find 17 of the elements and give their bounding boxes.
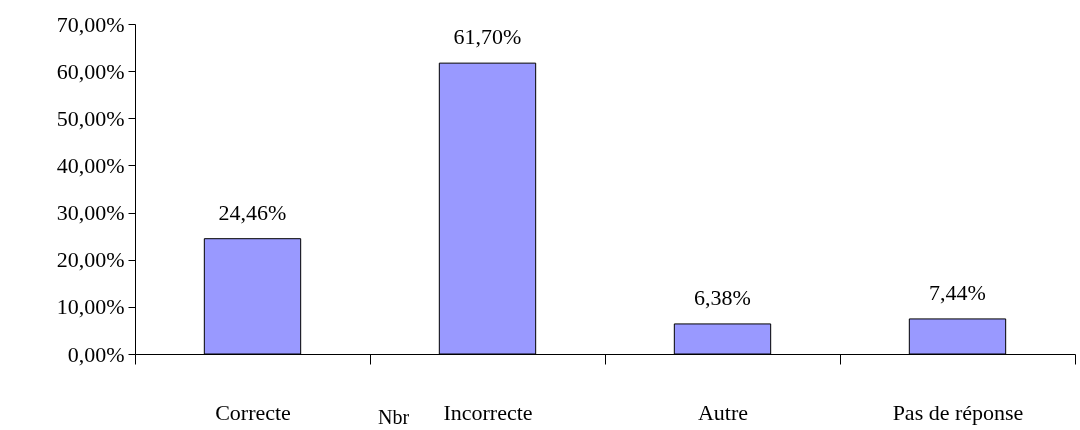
data-label: 7,44%: [929, 279, 986, 305]
x-axis-title: Nbr: [378, 405, 410, 428]
x-tick-label: Incorrecte: [443, 399, 533, 425]
data-label: 24,46%: [218, 199, 287, 225]
data-label: 6,38%: [694, 284, 751, 310]
x-tick-label: Correcte: [215, 399, 291, 425]
y-tick-label: 30,00%: [56, 200, 125, 226]
y-tick-label: 0,00%: [67, 341, 125, 367]
y-tick-label: 10,00%: [56, 294, 125, 320]
x-tick-label: Pas de réponse: [892, 399, 1024, 425]
y-tick-label: 40,00%: [56, 152, 125, 178]
y-tick-label: 70,00%: [56, 11, 125, 37]
y-tick-label: 60,00%: [56, 58, 125, 84]
x-tick-label: Autre: [697, 399, 749, 425]
y-tick-label: 50,00%: [56, 105, 125, 131]
data-label: 61,70%: [453, 24, 522, 50]
y-tick-label: 20,00%: [56, 247, 125, 273]
